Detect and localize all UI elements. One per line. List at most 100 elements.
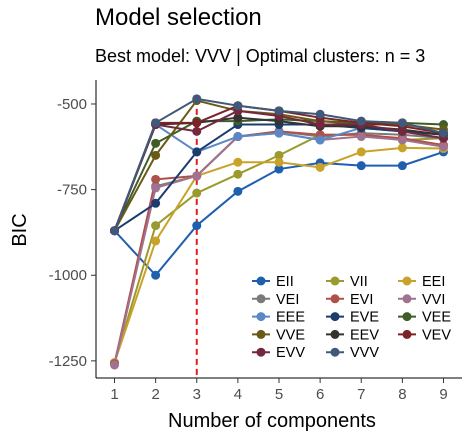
x-tick-label: 9 xyxy=(439,386,447,403)
point-eei xyxy=(233,157,243,167)
chart-subtitle: Best model: VVV | Optimal clusters: n = … xyxy=(95,46,426,66)
point-evv xyxy=(192,126,202,136)
legend-label: EVI xyxy=(350,292,373,308)
axes: -1250 -1000 -750 -500 1 2 3 4 5 6 7 8 9 xyxy=(49,80,462,403)
legend-key-point xyxy=(330,294,340,304)
legend-key-point xyxy=(256,329,266,339)
y-tick-label: -750 xyxy=(57,182,87,199)
legend-label: VII xyxy=(350,274,368,290)
legend-key-point xyxy=(402,294,412,304)
legend-key-point xyxy=(256,347,266,357)
point-vvv xyxy=(192,94,202,104)
x-tick-label: 8 xyxy=(398,386,406,403)
legend-item-eve: EVE xyxy=(326,310,379,326)
point-vvv xyxy=(397,118,407,128)
point-vvv xyxy=(110,226,120,236)
legend-item-eei: EEI xyxy=(398,274,445,290)
legend-key-point xyxy=(402,312,412,322)
point-eve xyxy=(192,147,202,157)
point-eve xyxy=(151,198,161,208)
point-vvv xyxy=(315,109,325,119)
legend-item-vei: VEI xyxy=(252,292,299,308)
point-eev xyxy=(233,113,243,123)
legend-key-point xyxy=(330,312,340,322)
point-eii xyxy=(233,186,243,196)
series-line-eee xyxy=(113,123,444,232)
point-eei xyxy=(274,157,284,167)
x-tick-label: 5 xyxy=(275,386,283,403)
legend-item-vvi: VVI xyxy=(398,292,445,308)
y-tick-label: -500 xyxy=(57,96,87,113)
legend-item-evv: EVV xyxy=(252,345,305,361)
legend-key-point xyxy=(256,294,266,304)
chart-title: Model selection xyxy=(95,4,262,31)
point-vvv xyxy=(233,101,243,111)
legend-label: VEV xyxy=(422,327,451,343)
point-eei xyxy=(356,147,366,157)
legend-key-point xyxy=(330,329,340,339)
point-vvv xyxy=(438,128,448,138)
legend-label: VEE xyxy=(422,310,451,326)
legend-item-evi: EVI xyxy=(326,292,373,308)
legend-item-eev: EEV xyxy=(326,327,379,343)
point-eei xyxy=(397,143,407,153)
point-eei xyxy=(151,236,161,246)
legend-label: EVV xyxy=(276,345,305,361)
x-tick-label: 1 xyxy=(110,386,118,403)
x-tick-label: 7 xyxy=(357,386,365,403)
legend-label: EVE xyxy=(350,310,379,326)
legend-label: EII xyxy=(276,274,294,290)
legend-item-vvv: VVV xyxy=(326,345,379,361)
legend-item-eii: EII xyxy=(252,274,294,290)
legend-item-vev: VEV xyxy=(398,327,451,343)
point-evv xyxy=(397,126,407,136)
legend-label: EEE xyxy=(276,310,305,326)
point-vii xyxy=(233,169,243,179)
legend-key-point xyxy=(256,312,266,322)
point-vve xyxy=(151,150,161,160)
legend-label: VVI xyxy=(422,292,445,308)
point-vvi xyxy=(110,360,120,370)
point-vvv xyxy=(151,118,161,128)
legend-item-vii: VII xyxy=(326,274,368,290)
legend-label: VEI xyxy=(276,292,299,308)
point-vvi xyxy=(192,171,202,181)
y-tick-label: -1000 xyxy=(49,267,87,284)
point-vii xyxy=(274,150,284,160)
legend-key-point xyxy=(402,276,412,286)
y-tick-label: -1250 xyxy=(49,353,87,370)
series-line-eve xyxy=(113,123,444,232)
x-tick-label: 3 xyxy=(193,386,201,403)
point-evv xyxy=(315,120,325,130)
legend-item-eee: EEE xyxy=(252,310,305,326)
x-tick-label: 6 xyxy=(316,386,324,403)
point-vii xyxy=(151,221,161,231)
point-eii xyxy=(192,221,202,231)
point-eee xyxy=(274,128,284,138)
point-eee xyxy=(233,132,243,142)
legend: EII VII EEI VEI EVI VVI EEE EVE VEE VVE EEV VEV EVV V… xyxy=(252,274,451,361)
legend-key-point xyxy=(330,347,340,357)
point-vvi xyxy=(397,135,407,145)
point-eii xyxy=(356,161,366,171)
x-tick-label: 4 xyxy=(234,386,242,403)
point-vvi xyxy=(438,142,448,152)
y-axis-label: BIC xyxy=(9,213,31,246)
point-evi xyxy=(151,174,161,184)
point-eii xyxy=(274,164,284,174)
point-vvi xyxy=(356,132,366,142)
legend-key-point xyxy=(256,276,266,286)
legend-item-vve: VVE xyxy=(252,327,305,343)
point-vev xyxy=(192,118,202,128)
point-eee xyxy=(315,135,325,145)
point-vee xyxy=(151,138,161,148)
point-vvv xyxy=(356,116,366,126)
legend-label: EEI xyxy=(422,274,445,290)
series-points xyxy=(110,94,448,370)
legend-item-vee: VEE xyxy=(398,310,451,326)
point-eii xyxy=(397,161,407,171)
legend-label: VVE xyxy=(276,327,305,343)
legend-label: EEV xyxy=(350,327,379,343)
legend-key-point xyxy=(402,329,412,339)
